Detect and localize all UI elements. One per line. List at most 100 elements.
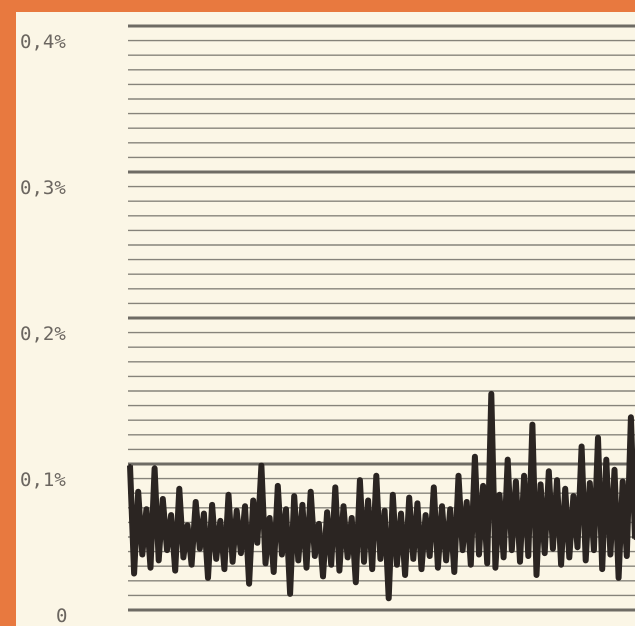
data-point (530, 423, 534, 427)
data-point (502, 555, 506, 559)
y-tick-label: 0,3% (20, 177, 66, 199)
data-point (522, 474, 526, 478)
data-point (465, 500, 469, 504)
data-point (218, 519, 222, 523)
data-point (210, 503, 214, 507)
data-point (173, 569, 177, 573)
data-point (161, 497, 165, 501)
y-tick-label: 0,2% (20, 323, 66, 345)
y-tick-label: 0 (56, 605, 67, 626)
data-point (543, 551, 547, 555)
data-point (596, 436, 600, 440)
data-point (526, 554, 530, 558)
data-point (387, 596, 391, 600)
data-point (272, 570, 276, 574)
data-point (432, 485, 436, 489)
data-point (428, 554, 432, 558)
plot-area (127, 390, 635, 602)
data-point (321, 574, 325, 578)
data-point (448, 507, 452, 511)
data-point (415, 501, 419, 505)
data-point (222, 567, 226, 571)
data-point (563, 487, 567, 491)
data-point (600, 567, 604, 571)
data-point (280, 553, 284, 556)
data-point (498, 493, 501, 497)
data-point (186, 523, 189, 527)
data-point (383, 509, 387, 513)
data-point (284, 507, 288, 511)
grid-lines (128, 24, 635, 612)
data-point (350, 516, 354, 520)
data-point (403, 573, 407, 577)
data-point (300, 503, 304, 507)
data-point (608, 553, 612, 556)
data-point (559, 563, 563, 567)
data-point (296, 558, 300, 562)
data-point (407, 496, 411, 500)
data-point (510, 548, 514, 552)
data-point (333, 485, 337, 489)
data-point (493, 566, 497, 570)
data-point (325, 510, 329, 514)
data-point (571, 494, 575, 498)
data-point (157, 558, 161, 562)
data-point (617, 576, 621, 580)
data-point (194, 500, 198, 504)
data-point (613, 468, 616, 472)
data-point (576, 545, 579, 549)
y-tick-label: 0,1% (20, 469, 66, 491)
data-point (452, 570, 456, 574)
data-point (424, 513, 428, 517)
data-point (202, 512, 206, 516)
data-point (206, 576, 210, 580)
data-point (535, 573, 538, 577)
data-point (457, 474, 460, 478)
data-point (629, 415, 633, 419)
data-point (358, 478, 362, 482)
data-point (255, 541, 259, 545)
data-point (580, 445, 584, 448)
data-point (177, 487, 181, 491)
data-point (461, 548, 465, 552)
data-point (128, 464, 132, 467)
data-point (243, 504, 247, 508)
data-point (378, 557, 382, 561)
data-point (198, 547, 202, 551)
data-point (132, 572, 136, 575)
data-point (292, 494, 296, 498)
data-point (346, 555, 350, 559)
data-point (481, 484, 485, 488)
data-point (214, 557, 218, 561)
data-point (136, 490, 140, 494)
data-point (231, 560, 235, 564)
data-point (144, 507, 148, 511)
data-point (235, 509, 239, 513)
data-point (337, 569, 341, 573)
data-point (551, 547, 555, 551)
data-point (420, 567, 423, 571)
data-point (259, 464, 263, 467)
data-point (354, 580, 358, 584)
y-axis-ticks: 0,4% 0,3% 0,2% 0,1% 0 (20, 31, 67, 626)
data-point (555, 478, 559, 482)
data-point (391, 493, 395, 497)
data-point (268, 516, 272, 520)
data-point (342, 504, 345, 508)
data-point (251, 499, 255, 502)
data-point (584, 558, 588, 562)
data-point (264, 561, 267, 565)
data-point (149, 566, 152, 570)
data-point (169, 513, 173, 517)
data-point (625, 554, 629, 558)
data-point (604, 458, 608, 462)
data-point (288, 592, 292, 596)
data-point (506, 458, 510, 462)
data-point (621, 480, 625, 483)
data-point (395, 563, 399, 567)
data-point (473, 455, 477, 459)
data-point (477, 553, 481, 556)
data-point (567, 555, 571, 559)
data-point (313, 554, 317, 558)
